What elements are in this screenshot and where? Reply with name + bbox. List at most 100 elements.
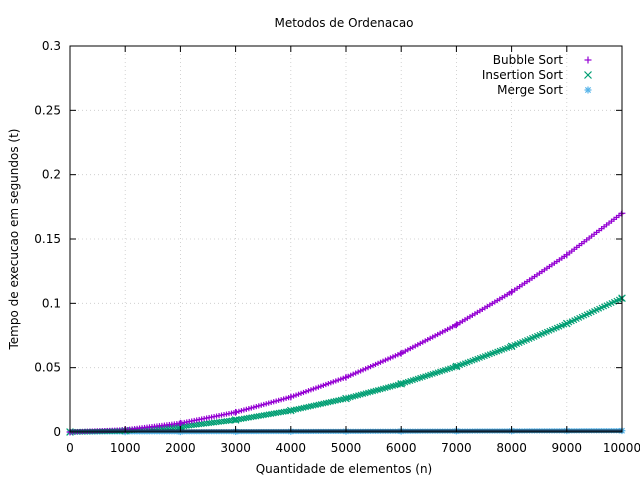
trail-marker (340, 375, 346, 381)
trail-marker (385, 356, 391, 362)
x-tick-label: 5000 (331, 441, 362, 455)
trail-marker (313, 385, 319, 391)
trail-marker (390, 354, 396, 360)
trail-marker (303, 388, 309, 395)
trail-marker (276, 397, 282, 403)
data-point (342, 394, 350, 403)
trail-marker (353, 370, 359, 376)
trail-marker (387, 355, 394, 361)
trail-marker (338, 376, 344, 382)
trail-marker (261, 401, 267, 408)
trail-marker (251, 404, 257, 410)
data-point (453, 321, 460, 329)
trail-marker (310, 386, 317, 392)
trail-marker (330, 379, 336, 385)
trail-marker (392, 353, 399, 359)
trail-marker (382, 357, 389, 363)
legend-marker (584, 86, 592, 94)
trail-marker (360, 367, 366, 373)
y-tick-label: 0.05 (34, 361, 61, 375)
x-tick-label: 4000 (276, 441, 307, 455)
trail-marker (290, 393, 297, 399)
trail-marker (266, 400, 272, 406)
x-tick-label: 3000 (220, 441, 251, 455)
legend-label: Merge Sort (497, 83, 563, 97)
legend-label: Insertion Sort (482, 68, 563, 82)
trail-marker (380, 358, 386, 364)
trail-marker (358, 368, 364, 374)
data-point (286, 406, 295, 415)
grid-lines (70, 46, 622, 432)
trail-marker (335, 377, 341, 383)
trail-marker (377, 359, 384, 365)
x-tick-label: 6000 (386, 441, 417, 455)
series-insertion-sort (66, 294, 626, 436)
trail-marker (281, 396, 287, 402)
x-tick-label: 7000 (441, 441, 472, 455)
data-point (397, 349, 405, 357)
trail-marker (350, 371, 356, 377)
trail-marker (318, 383, 324, 389)
series-trail (66, 295, 625, 436)
tick-labels: 0 1000 2000 3000 4000 5000 6000 7000 8000 9000 100… (34, 39, 640, 455)
data-point (287, 393, 295, 401)
data-point (232, 408, 239, 416)
trail-marker (241, 407, 247, 413)
trail-marker (308, 387, 314, 393)
trail-marker (248, 405, 254, 411)
y-tick-label: 0.15 (34, 232, 61, 246)
legend-marker (584, 71, 592, 79)
trail-marker (268, 399, 274, 406)
trail-marker (298, 390, 304, 396)
trail-marker (362, 366, 369, 372)
y-tick-label: 0.3 (42, 39, 61, 53)
data-point (563, 251, 571, 259)
data-point (342, 373, 350, 381)
trail-marker (333, 378, 339, 384)
y-tick-label: 0 (53, 425, 61, 439)
trail-marker (246, 406, 252, 412)
data-point (452, 362, 461, 371)
trail-marker (348, 372, 354, 378)
trail-marker (236, 408, 242, 414)
x-tick-label: 8000 (496, 441, 527, 455)
data-point (508, 288, 515, 296)
trail-marker (278, 397, 284, 403)
trail-marker (305, 388, 312, 394)
trail-marker (258, 402, 264, 408)
trail-marker (375, 360, 381, 366)
trail-marker (370, 362, 376, 369)
y-tick-label: 0.2 (42, 168, 61, 182)
y-tick-label: 0.25 (34, 103, 61, 117)
data-point (562, 319, 571, 328)
trail-marker (256, 403, 262, 409)
legend-marker (584, 56, 592, 64)
plot-border (69, 45, 623, 433)
trail-marker (283, 395, 289, 401)
trail-marker (315, 384, 321, 390)
y-tick-label: 0.1 (42, 296, 61, 310)
trail-marker (372, 361, 379, 368)
trail-marker (238, 408, 244, 414)
trail-marker (365, 365, 371, 371)
trail-marker (328, 380, 334, 386)
data-point (177, 419, 184, 427)
x-tick-label: 2000 (165, 441, 196, 455)
x-tick-label: 10000 (603, 441, 640, 455)
trail-marker (273, 398, 279, 404)
legend-label: Bubble Sort (493, 53, 563, 67)
trail-marker (271, 399, 277, 405)
axes (69, 45, 623, 433)
trail-marker (355, 369, 361, 375)
data-point (507, 342, 516, 351)
trail-marker (243, 406, 249, 412)
trail-marker (253, 403, 259, 410)
data-point (231, 416, 240, 424)
trail-marker (325, 381, 331, 387)
trail-marker (295, 391, 302, 397)
trail-marker (320, 382, 326, 388)
trail-marker (323, 381, 329, 388)
y-axis-label: Tempo de execucao em segundos (t) (7, 129, 21, 351)
